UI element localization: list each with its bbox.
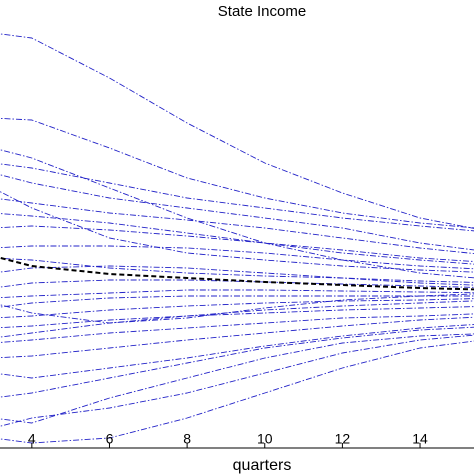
series-line (0, 298, 474, 319)
x-tick-label: 6 (106, 431, 114, 447)
plot-area (0, 33, 474, 444)
series-line (0, 191, 474, 273)
series-line (0, 257, 474, 283)
series-line (0, 33, 474, 229)
x-tick-label: 4 (28, 431, 36, 447)
series-line (0, 326, 474, 398)
series-line (0, 334, 474, 427)
mean-line (0, 256, 474, 291)
x-tick-label: 12 (335, 431, 351, 447)
x-tick-label: 14 (412, 431, 428, 447)
series-line (0, 163, 474, 232)
series-line (0, 295, 474, 308)
series-line (0, 300, 474, 338)
series-line (0, 306, 474, 329)
series-line (0, 213, 474, 265)
x-axis-label: quarters (233, 457, 292, 474)
x-tick-label: 10 (257, 431, 273, 447)
series-line (0, 245, 474, 270)
series-line (0, 340, 474, 444)
series-line (0, 174, 474, 251)
series-line (0, 293, 474, 324)
series-line (0, 313, 474, 343)
series-line (0, 289, 474, 299)
series-line (0, 117, 474, 229)
series-line (0, 316, 474, 359)
chart-title: State Income (218, 3, 306, 20)
series-line (0, 265, 474, 286)
series-line (0, 225, 474, 262)
series-line (0, 149, 474, 279)
series-line (0, 333, 474, 424)
series-line (0, 324, 474, 379)
series-line (0, 198, 474, 255)
x-tick-label: 8 (183, 431, 191, 447)
